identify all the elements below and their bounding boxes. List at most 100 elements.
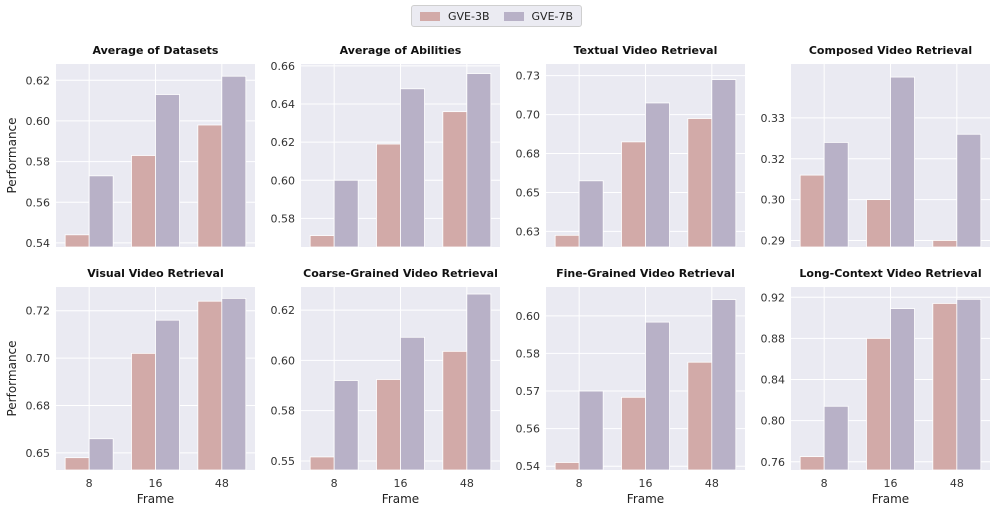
bar-gve-3b-8 <box>64 457 90 471</box>
x-axis-label: Frame <box>872 492 909 506</box>
y-tick-label: 0.70 <box>26 352 51 365</box>
y-tick-label: 0.72 <box>26 305 51 318</box>
bar-gve-7b-48 <box>466 293 492 471</box>
bar-gve-7b-48 <box>221 297 247 471</box>
y-axis-label: Performance <box>5 340 19 416</box>
bar-gve-7b-8 <box>578 390 604 471</box>
x-tick-label: 48 <box>460 477 474 490</box>
bar-gve-3b-48 <box>932 303 958 471</box>
y-tick-label: 0.62 <box>26 74 51 87</box>
chart-title: Coarse-Grained Video Retrieval <box>303 267 498 280</box>
bar-gve-7b-8 <box>88 438 114 471</box>
bar-gve-7b-48 <box>466 73 492 248</box>
y-axis-label: Performance <box>5 117 19 193</box>
bar-gve-7b-8 <box>88 175 114 248</box>
x-axis-label: Frame <box>382 492 419 506</box>
legend-label-gve-7b: GVE-7B <box>531 9 574 23</box>
y-tick-label: 0.66 <box>271 60 296 73</box>
chart-title: Average of Abilities <box>340 44 462 57</box>
chart-panel-5: 0.65 0.68 0.70 0.72 Visual Video Retrieval 8 1… <box>5 267 255 506</box>
legend-item-gve-3b: GVE-3B <box>420 10 490 23</box>
chart-title: Textual Video Retrieval <box>574 44 718 57</box>
x-tick-label: 48 <box>705 477 719 490</box>
y-tick-label: 0.62 <box>271 304 296 317</box>
bar-gve-7b-8 <box>823 405 849 471</box>
chart-title: Composed Video Retrieval <box>809 44 972 57</box>
bar-gve-7b-16 <box>890 308 915 471</box>
y-tick-label: 0.60 <box>271 174 296 187</box>
bar-gve-7b-16 <box>890 76 915 248</box>
y-tick-label: 0.73 <box>516 70 541 83</box>
y-tick-label: 0.56 <box>26 196 51 209</box>
y-tick-label: 0.60 <box>516 310 541 323</box>
bar-gve-3b-48 <box>687 118 713 248</box>
x-tick-label: 8 <box>331 477 338 490</box>
bar-gve-3b-8 <box>799 456 825 471</box>
chart-panel-6: 0.55 0.58 0.60 0.62 Coarse-Grained Video Ret… <box>271 267 500 506</box>
bar-gve-3b-8 <box>64 234 90 248</box>
legend-item-gve-7b: GVE-7B <box>503 9 574 23</box>
y-tick-label: 0.63 <box>516 225 541 238</box>
bar-gve-7b-16 <box>155 94 180 248</box>
bar-gve-3b-16 <box>866 338 891 471</box>
x-axis-label: Frame <box>627 492 664 506</box>
bar-gve-3b-8 <box>554 234 580 248</box>
y-tick-label: 0.33 <box>761 112 786 125</box>
bar-gve-7b-8 <box>823 142 849 248</box>
bar-gve-7b-48 <box>711 299 737 471</box>
bar-gve-7b-48 <box>221 75 247 248</box>
chart-panel-2: 0.58 0.60 0.62 0.64 0.66 Average of Abilities <box>271 44 500 248</box>
bar-gve-7b-8 <box>333 179 359 248</box>
y-tick-label: 0.80 <box>761 415 786 428</box>
bar-gve-7b-8 <box>578 180 604 248</box>
x-tick-label: 8 <box>86 477 93 490</box>
y-tick-label: 0.70 <box>516 109 541 122</box>
chart-title: Fine-Grained Video Retrieval <box>556 267 735 280</box>
x-tick-label: 16 <box>149 477 163 490</box>
legend-swatch-gve-7b <box>503 11 524 21</box>
bar-gve-7b-48 <box>711 79 737 248</box>
bar-gve-3b-16 <box>131 155 156 248</box>
bar-gve-7b-48 <box>956 133 982 248</box>
y-tick-label: 0.65 <box>516 186 541 199</box>
chart-panel-3: 0.63 0.65 0.68 0.70 0.73 Textual Video Retrie… <box>516 44 745 248</box>
bar-gve-3b-48 <box>197 124 223 248</box>
bar-gve-3b-48 <box>442 350 468 471</box>
y-tick-label: 0.57 <box>516 385 541 398</box>
bar-gve-3b-48 <box>687 361 713 471</box>
x-axis-label: Frame <box>137 492 174 506</box>
legend: GVE-3B GVE-7B <box>411 5 583 27</box>
y-tick-label: 0.54 <box>516 460 541 473</box>
x-tick-label: 48 <box>950 477 964 490</box>
bar-gve-3b-8 <box>309 456 335 471</box>
chart-title: Average of Datasets <box>93 44 219 57</box>
y-tick-label: 0.92 <box>761 291 786 304</box>
x-tick-label: 16 <box>394 477 408 490</box>
y-tick-label: 0.60 <box>271 354 296 367</box>
chart-panel-7: 0.54 0.56 0.57 0.58 0.60 Fine-Grained Video R… <box>516 267 745 506</box>
y-tick-label: 0.55 <box>271 455 296 468</box>
y-tick-label: 0.76 <box>761 456 786 469</box>
y-tick-label: 0.64 <box>271 98 296 111</box>
y-tick-label: 0.30 <box>761 194 786 207</box>
bar-gve-3b-16 <box>376 379 401 471</box>
bar-gve-3b-16 <box>131 352 156 471</box>
bar-gve-7b-16 <box>645 321 670 471</box>
legend-swatch-gve-3b <box>420 11 440 21</box>
bar-gve-3b-48 <box>442 111 468 248</box>
y-tick-label: 0.58 <box>26 156 51 169</box>
chart-panel-4: 0.29 0.30 0.32 0.33 Composed Video Retrieval <box>761 44 990 248</box>
chart-panel-1: 0.54 0.56 0.58 0.60 0.62 Average of Datasets P… <box>5 44 255 250</box>
y-tick-label: 0.62 <box>271 136 296 149</box>
bar-gve-7b-48 <box>956 298 982 471</box>
y-tick-label: 0.32 <box>761 153 786 166</box>
bar-gve-7b-16 <box>400 336 425 471</box>
x-tick-label: 8 <box>821 477 828 490</box>
chart-panel-8: 0.76 0.80 0.84 0.88 0.92 Long-Context Video R… <box>761 267 990 506</box>
y-tick-label: 0.84 <box>761 374 786 387</box>
chart-title: Visual Video Retrieval <box>87 267 224 280</box>
bar-gve-3b-8 <box>799 174 825 248</box>
y-tick-label: 0.29 <box>761 234 786 247</box>
y-tick-label: 0.56 <box>516 423 541 436</box>
